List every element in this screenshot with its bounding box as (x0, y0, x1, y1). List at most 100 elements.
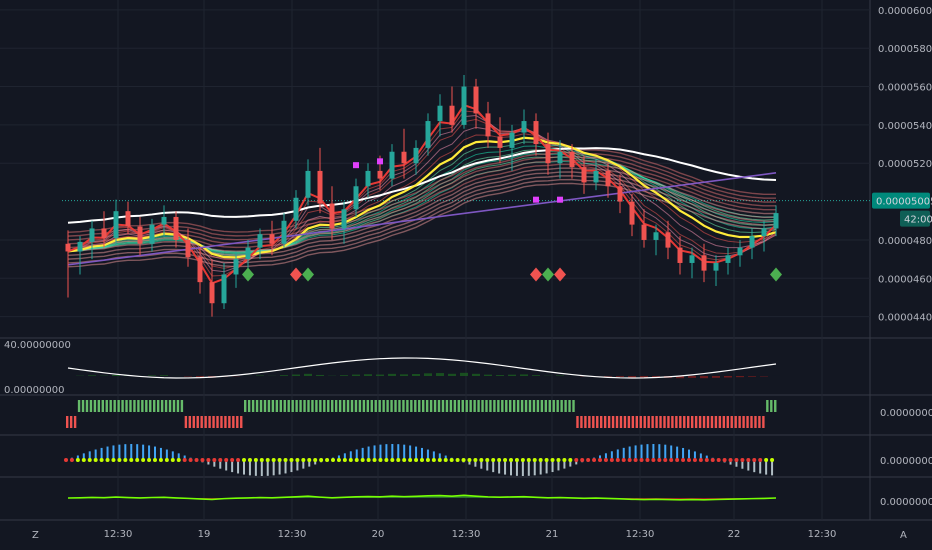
momentum-dot (212, 458, 217, 462)
candle-body[interactable] (509, 132, 515, 148)
candle-body[interactable] (269, 234, 275, 244)
candle-body[interactable] (305, 170, 311, 198)
candle-body[interactable] (245, 247, 251, 260)
candle-body[interactable] (77, 241, 83, 252)
momentum-dot (253, 458, 258, 462)
candle-body[interactable] (677, 247, 683, 263)
momentum-column (284, 460, 287, 474)
candle-body[interactable] (257, 234, 263, 248)
momentum-dot (485, 458, 490, 462)
trend-bar-bull (133, 400, 136, 412)
candle-body[interactable] (197, 257, 203, 283)
candle-body[interactable] (521, 121, 527, 133)
candle-body[interactable] (329, 203, 335, 229)
candle-body[interactable] (749, 236, 755, 248)
candle-body[interactable] (461, 86, 467, 125)
candle-body[interactable] (569, 151, 575, 168)
candle-body[interactable] (737, 247, 743, 256)
momentum-dot (271, 458, 276, 462)
candle-body[interactable] (401, 151, 407, 164)
candle-body[interactable] (545, 144, 551, 164)
candle-body[interactable] (389, 151, 395, 179)
histogram-bar (302, 496, 314, 498)
candle-body[interactable] (341, 209, 347, 229)
candle-body[interactable] (485, 113, 491, 137)
candle-body[interactable] (653, 232, 659, 240)
candle-body[interactable] (533, 121, 539, 145)
candle-body[interactable] (773, 213, 779, 229)
candle-body[interactable] (149, 224, 155, 244)
trend-bar-bear (762, 416, 765, 428)
candle-body[interactable] (281, 220, 287, 244)
candle-body[interactable] (473, 86, 479, 114)
candle-body[interactable] (425, 121, 431, 148)
momentum-column (515, 460, 518, 476)
trend-bar-bull (469, 400, 472, 412)
candle-body[interactable] (413, 147, 419, 164)
trend-bar-bear (592, 416, 595, 428)
candle-body[interactable] (437, 105, 443, 122)
candle-body[interactable] (185, 239, 191, 258)
momentum-dot (360, 458, 365, 462)
candle-body[interactable] (137, 226, 143, 244)
candle-body[interactable] (689, 255, 695, 263)
candle-body[interactable] (497, 136, 503, 148)
candle-body[interactable] (89, 228, 95, 242)
trend-bar-bull (358, 400, 362, 412)
momentum-column (533, 460, 536, 476)
trend-bar-bear (675, 416, 678, 428)
momentum-column (171, 451, 174, 460)
momentum-column (432, 451, 435, 460)
candle-body[interactable] (713, 262, 719, 271)
candle-body[interactable] (293, 197, 299, 221)
candle-body[interactable] (557, 151, 563, 164)
candle-body[interactable] (377, 170, 383, 179)
trend-bar-bull (774, 400, 777, 412)
timezone-icon[interactable]: Z (32, 530, 39, 541)
candle-body[interactable] (629, 201, 635, 225)
candle-body[interactable] (593, 170, 599, 183)
momentum-dot (746, 458, 751, 462)
trend-bar-bear (576, 416, 579, 428)
candle-body[interactable] (761, 228, 767, 237)
price-panel[interactable] (62, 75, 870, 317)
candle-body[interactable] (209, 282, 215, 304)
oscillator-bar (460, 372, 468, 376)
candle-body[interactable] (665, 232, 671, 248)
momentum-column (409, 445, 412, 460)
candle-body[interactable] (725, 255, 731, 263)
candle-body[interactable] (317, 170, 323, 204)
candle-body[interactable] (125, 211, 131, 227)
trend-bar-bull (374, 400, 377, 412)
trend-bar-bull (485, 400, 488, 412)
trend-bar-bull (509, 400, 512, 412)
momentum-column (343, 453, 346, 460)
momentum-column (551, 460, 554, 473)
momentum-column (373, 445, 376, 460)
candle-body[interactable] (641, 224, 647, 240)
candle-body[interactable] (617, 186, 623, 202)
trend-bar-bull (548, 400, 551, 412)
histogram-bar (674, 498, 686, 500)
candle-body[interactable] (701, 255, 707, 271)
momentum-dot (200, 458, 205, 462)
trend-bar-bear (631, 416, 635, 428)
candle-body[interactable] (353, 186, 359, 210)
time-tick-label: 19 (198, 529, 211, 540)
oscillator-bar (448, 373, 456, 376)
candle-body[interactable] (65, 243, 71, 252)
trend-bar-bear (204, 416, 207, 428)
candle-body[interactable] (161, 216, 167, 225)
candle-body[interactable] (221, 274, 227, 304)
candle-body[interactable] (365, 170, 371, 187)
candle-body[interactable] (233, 259, 239, 275)
candle-body[interactable] (173, 216, 179, 240)
candle-body[interactable] (449, 105, 455, 125)
candle-body[interactable] (101, 228, 107, 239)
time-axis[interactable]: 12:30 19 12:30 20 12:30 21 12:30 22 12:30 (104, 529, 837, 540)
auto-scale-button[interactable]: A (900, 530, 907, 541)
candle-body[interactable] (605, 170, 611, 187)
candle-body[interactable] (113, 211, 119, 239)
candle-body[interactable] (581, 167, 587, 183)
